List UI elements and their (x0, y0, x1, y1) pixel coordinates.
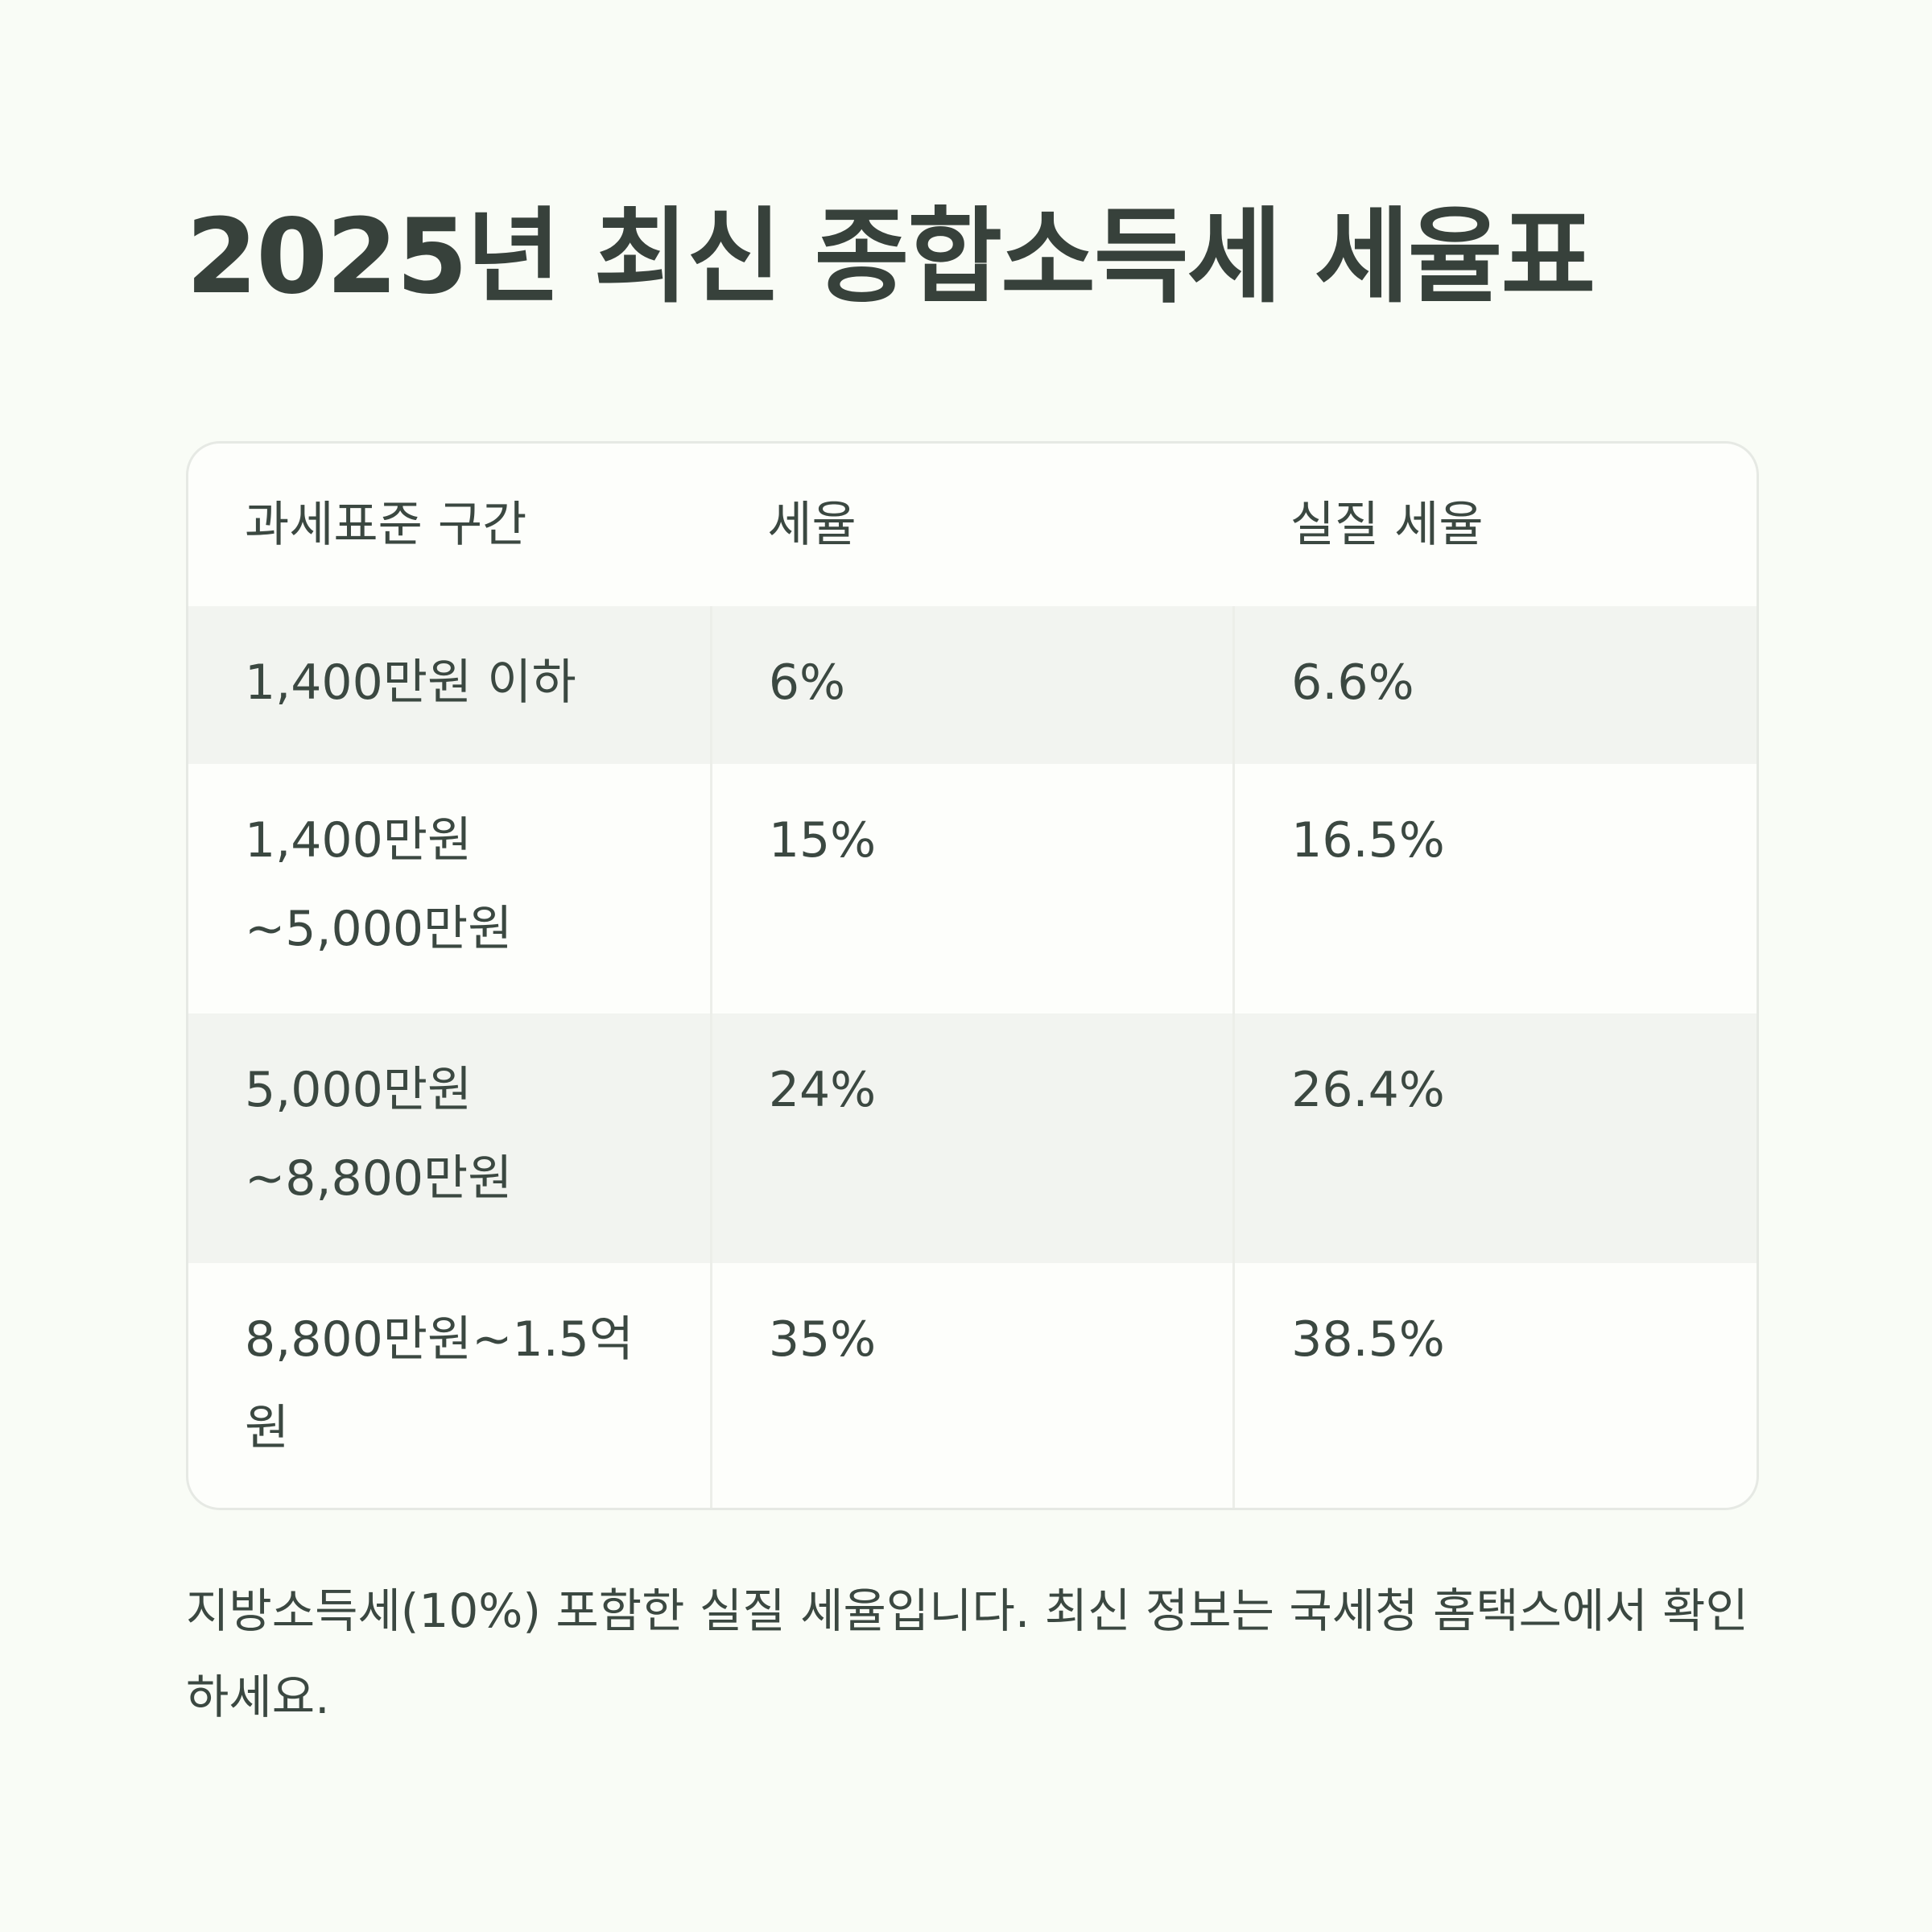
header-effective-rate: 실질 세율 (1290, 497, 1484, 553)
effective-rate-cell: 26.4% (1232, 1013, 1757, 1263)
table-row: 1,400만원 이하 6% 6.6% (188, 606, 1757, 764)
table-header-row: 과세표준 구간 세율 실질 세율 (188, 444, 1757, 606)
bracket-cell: 1,400만원 ~5,000만원 (188, 764, 711, 1013)
bracket-cell: 5,000만원 ~8,800만원 (188, 1013, 712, 1263)
footnote: 지방소득세(10%) 포함한 실질 세율입니다. 최신 정보는 국세청 홈택스에… (186, 1583, 1748, 1724)
effective-rate-cell: 38.5% (1232, 1263, 1757, 1508)
tax-rate-table: 과세표준 구간 세율 실질 세율 1,400만원 이하 6% 6.6% 1,40… (188, 444, 1757, 1508)
bracket-line-2: 원 (245, 1400, 290, 1456)
effective-rate-cell: 6.6% (1232, 606, 1757, 764)
table-row: 5,000만원 ~8,800만원 24% 26.4% (188, 1013, 1757, 1263)
bracket-cell: 1,400만원 이하 (188, 606, 712, 764)
header-tax-rate: 세율 (767, 497, 857, 553)
header-tax-bracket: 과세표준 구간 (245, 497, 527, 553)
rate-cell: 24% (709, 1013, 1234, 1263)
bracket-line-1: 5,000만원 (245, 1062, 473, 1118)
bracket-line-1: 1,400만원 이하 (245, 654, 576, 711)
bracket-line-1: 1,400만원 (245, 812, 473, 869)
bracket-line-1: 8,800만원~1.5억 (245, 1311, 634, 1368)
tax-rate-table-card: 과세표준 구간 세율 실질 세율 1,400만원 이하 6% 6.6% 1,40… (186, 441, 1759, 1510)
bracket-line-2: ~5,000만원 (245, 901, 513, 957)
table-row: 1,400만원 ~5,000만원 15% 16.5% (188, 764, 1757, 1013)
effective-rate-cell: 16.5% (1232, 764, 1757, 1013)
rate-cell: 15% (709, 764, 1234, 1013)
rate-cell: 35% (709, 1263, 1234, 1508)
bracket-line-2: ~8,800만원 (245, 1150, 513, 1207)
page-title: 2025년 최신 종합소득세 세율표 (186, 197, 1596, 317)
rate-cell: 6% (709, 606, 1234, 764)
